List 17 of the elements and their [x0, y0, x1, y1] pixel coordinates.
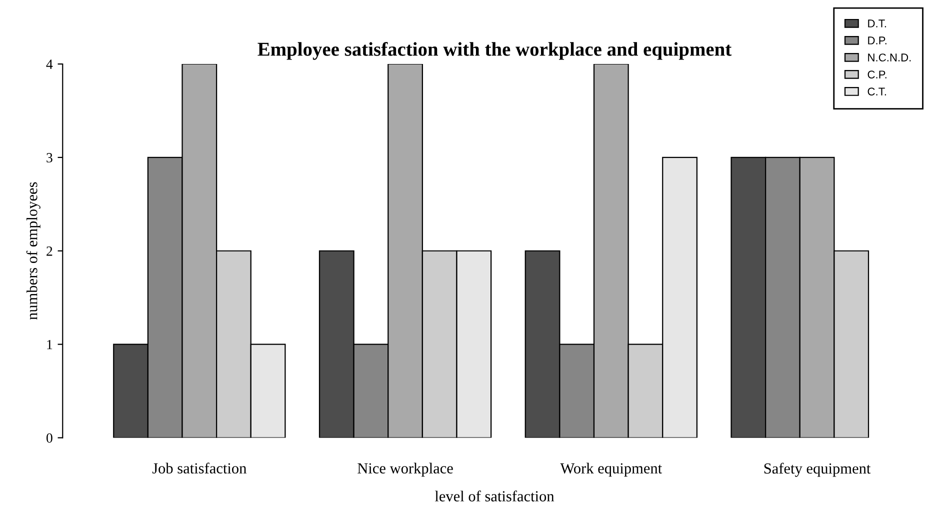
- legend-label: D.P.: [868, 36, 886, 44]
- y-tick-label: 1: [47, 340, 52, 350]
- x-axis-title: level of satisfaction: [434, 490, 554, 502]
- y-tick-label: 3: [46, 153, 52, 162]
- x-tick-label: Work equipment: [560, 462, 662, 477]
- legend-label: D.T.: [868, 20, 886, 28]
- x-tick-label: Safety equipment: [764, 462, 871, 477]
- y-tick-label: 4: [46, 60, 53, 69]
- y-axis-title: numbers of employees: [26, 182, 40, 320]
- legend-label: N.C.N.D.: [868, 54, 911, 62]
- y-tick-label: 2: [46, 246, 52, 256]
- y-tick-label: 0: [46, 433, 52, 443]
- chart-title: Employee satisfaction with the workplace and equipment: [258, 42, 732, 60]
- x-tick-label: Job satisfaction: [152, 462, 246, 474]
- legend-label: C.P.: [868, 70, 886, 78]
- legend-label: C.T.: [868, 88, 886, 96]
- x-tick-label: Nice workplace: [358, 462, 453, 477]
